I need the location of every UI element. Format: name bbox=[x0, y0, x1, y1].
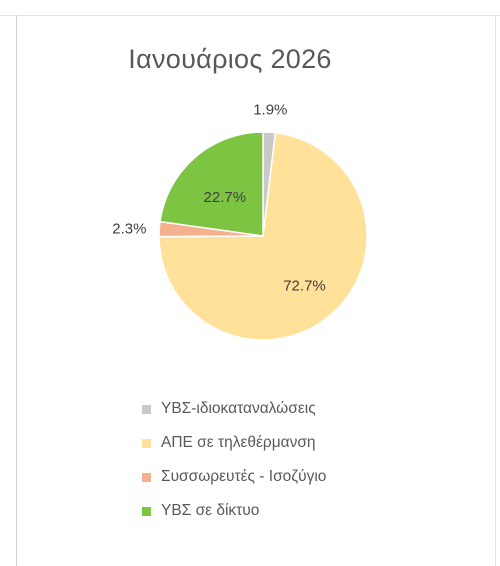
legend-item[interactable]: ΑΠΕ σε τηλεθέρμανση bbox=[142, 426, 326, 460]
legend-label: ΥΒΣ σε δίκτυο bbox=[161, 502, 260, 519]
panel-left-border bbox=[16, 15, 17, 566]
slice-value-label: 2.3% bbox=[112, 220, 146, 237]
legend-label: ΥΒΣ-ιδιοκαταναλώσεις bbox=[161, 400, 316, 417]
panel-right-border bbox=[495, 15, 496, 566]
slice-value-label: 72.7% bbox=[283, 278, 326, 295]
legend-swatch bbox=[142, 506, 151, 516]
panel-top-border bbox=[0, 15, 500, 16]
legend-label: ΑΠΕ σε τηλεθέρμανση bbox=[161, 434, 316, 451]
legend-swatch bbox=[142, 472, 151, 482]
pie-chart: 1.9% 72.7% 2.3% 22.7% bbox=[112, 101, 368, 341]
pie-slice[interactable] bbox=[159, 131, 264, 237]
legend-item[interactable]: Συσσωρευτές - Ισοζύγιο bbox=[142, 460, 326, 494]
legend-swatch bbox=[142, 438, 151, 448]
legend-label: Συσσωρευτές - Ισοζύγιο bbox=[161, 468, 327, 485]
legend-swatch bbox=[142, 404, 151, 414]
legend-item[interactable]: ΥΒΣ σε δίκτυο bbox=[142, 494, 326, 528]
slice-value-label: 1.9% bbox=[253, 101, 287, 118]
legend-item[interactable]: ΥΒΣ-ιδιοκαταναλώσεις bbox=[142, 392, 326, 426]
chart-title: Ιανουάριος 2026 bbox=[128, 44, 332, 74]
chart-legend: ΥΒΣ-ιδιοκαταναλώσεις ΑΠΕ σε τηλεθέρμανση… bbox=[142, 392, 326, 528]
slice-value-label: 22.7% bbox=[204, 189, 247, 206]
